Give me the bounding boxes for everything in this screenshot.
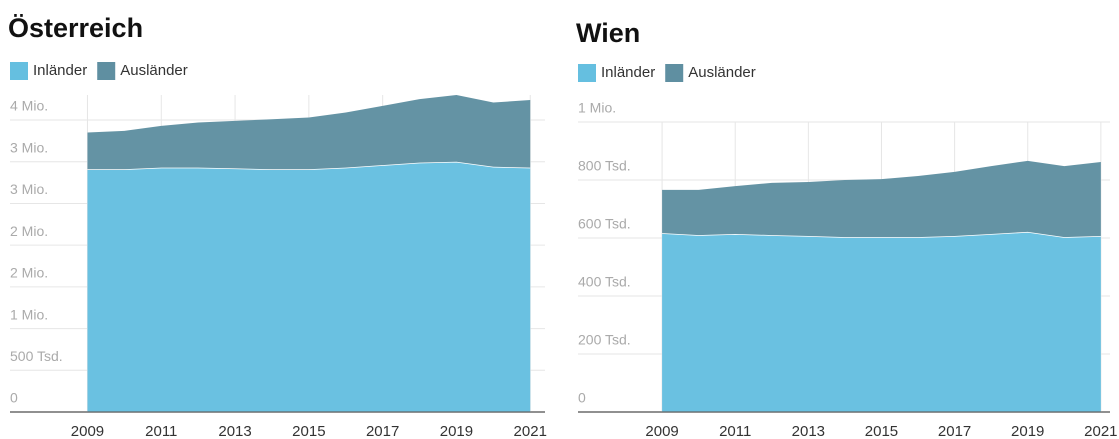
chart-title: Wien	[576, 18, 640, 48]
x-tick-label: 2017	[366, 423, 399, 439]
x-tick-label: 2011	[719, 423, 751, 439]
y-tick-label: 0	[578, 390, 586, 406]
area	[662, 160, 1101, 238]
chart: Wien Inländer Ausländer 0 200 Tsd. 400 Tsd. 60…	[576, 18, 1118, 439]
y-tick-label: 500 Tsd.	[10, 348, 63, 364]
x-tick-label: 2019	[1011, 423, 1044, 439]
y-tick-label: 800 Tsd.	[578, 158, 631, 174]
y-tick-label: 2 Mio.	[10, 265, 48, 281]
legend-label: Inländer	[601, 64, 655, 81]
chart: Österreich Inländer Ausländer 0 500 Tsd. 1 Mi…	[8, 13, 547, 439]
x-tick-label: 2021	[1084, 423, 1117, 439]
area	[662, 231, 1101, 412]
y-tick-label: 1 Mio.	[10, 306, 48, 322]
x-tick-label: 2013	[792, 423, 825, 439]
legend-swatch	[578, 64, 596, 82]
legend-swatch	[665, 64, 684, 82]
y-tick-label: 3 Mio.	[10, 181, 48, 197]
y-tick-label: 0	[10, 390, 18, 406]
x-tick-label: 2009	[71, 423, 104, 439]
x-tick-label: 2019	[440, 423, 473, 439]
y-tick-label: 4 Mio.	[10, 98, 48, 114]
x-tick-label: 2015	[292, 423, 325, 439]
y-tick-label: 3 Mio.	[10, 139, 48, 155]
legend-label: Ausländer	[120, 62, 188, 79]
legend-swatch	[97, 62, 116, 80]
legend-label: Inländer	[33, 62, 87, 79]
y-tick-label: 200 Tsd.	[578, 332, 631, 348]
x-tick-label: 2017	[938, 423, 971, 439]
x-tick-label: 2011	[145, 423, 177, 439]
legend-swatch	[10, 62, 28, 80]
legend-label: Ausländer	[688, 64, 756, 81]
y-tick-label: 2 Mio.	[10, 223, 48, 239]
y-tick-label: 600 Tsd.	[578, 216, 631, 232]
y-tick-label: 400 Tsd.	[578, 274, 631, 290]
x-tick-label: 2021	[514, 423, 547, 439]
x-tick-label: 2015	[865, 423, 898, 439]
x-tick-label: 2013	[218, 423, 251, 439]
chart-title: Österreich	[8, 13, 143, 43]
area	[87, 95, 531, 170]
y-tick-label: 1 Mio.	[578, 100, 616, 116]
x-tick-label: 2009	[645, 423, 678, 439]
area	[87, 161, 531, 412]
